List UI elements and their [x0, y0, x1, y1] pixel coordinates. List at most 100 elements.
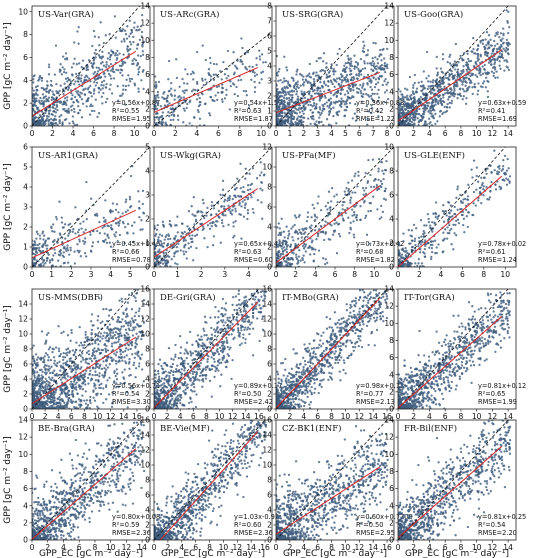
data-point: [419, 265, 422, 267]
data-point: [242, 185, 245, 189]
data-point: [292, 90, 296, 93]
data-point: [58, 254, 62, 257]
data-point: [284, 79, 288, 83]
data-point: [295, 70, 298, 73]
data-point: [221, 100, 224, 103]
data-point: [319, 113, 322, 117]
data-point: [312, 118, 315, 121]
data-point: [35, 89, 38, 92]
data-point: [61, 254, 64, 257]
data-point: [110, 228, 113, 231]
data-point: [165, 99, 168, 103]
data-point: [60, 331, 63, 335]
data-point: [448, 55, 451, 58]
data-point: [205, 214, 208, 217]
data-point: [103, 331, 106, 334]
data-point: [495, 32, 498, 35]
data-point: [93, 109, 96, 113]
data-point: [194, 88, 197, 92]
data-point: [92, 230, 95, 233]
data-point: [89, 249, 93, 252]
data-point: [212, 221, 215, 224]
data-point: [369, 94, 373, 98]
data-point: [46, 84, 49, 87]
data-point: [105, 241, 109, 245]
data-point: [328, 89, 331, 92]
data-point: [410, 93, 413, 97]
data-point: [105, 364, 108, 367]
data-point: [175, 76, 179, 80]
data-point: [127, 84, 130, 87]
data-point: [84, 383, 87, 386]
data-point: [57, 259, 60, 262]
data-point: [259, 161, 262, 164]
data-point: [296, 121, 299, 125]
data-point: [63, 118, 66, 122]
data-point: [370, 80, 373, 83]
data-point: [364, 216, 367, 220]
x-tick-label: 0: [152, 270, 157, 279]
data-point: [114, 235, 117, 238]
data-point: [493, 39, 496, 43]
data-point: [482, 176, 486, 179]
data-point: [97, 315, 100, 318]
data-point: [140, 30, 144, 34]
data-point: [237, 180, 240, 183]
data-point: [291, 122, 295, 126]
data-point: [79, 222, 82, 225]
data-point: [370, 111, 373, 115]
data-point: [398, 116, 400, 119]
data-point: [93, 399, 97, 402]
data-point: [343, 70, 347, 74]
data-point: [54, 44, 58, 47]
data-point: [36, 361, 39, 365]
data-point: [78, 109, 82, 112]
data-point: [335, 94, 339, 97]
x-tick-label: 4: [246, 270, 251, 279]
stat-text: R²=0.63: [234, 107, 261, 115]
data-point: [37, 79, 40, 82]
data-point: [113, 370, 116, 373]
data-point: [281, 249, 285, 253]
data-point: [131, 59, 134, 62]
data-point: [493, 61, 497, 64]
data-point: [277, 93, 280, 96]
x-tick-label: 2: [69, 270, 74, 279]
data-point: [490, 52, 493, 55]
data-point: [507, 53, 510, 56]
data-point: [359, 205, 362, 208]
data-point: [253, 90, 257, 94]
data-point: [368, 95, 371, 98]
data-point: [79, 80, 83, 83]
data-point: [349, 199, 352, 202]
data-point: [41, 232, 44, 235]
data-point: [239, 213, 243, 216]
data-point: [483, 63, 486, 67]
data-point: [35, 230, 39, 233]
data-point: [473, 82, 476, 86]
data-point: [506, 157, 509, 161]
data-point: [415, 112, 418, 115]
data-point: [227, 208, 230, 212]
subplot-3: 0 1 2 3 4 5 6 7 8012345678US-SRG(GRA)y=0.36x+0.8…: [267, 2, 404, 138]
data-point: [487, 198, 491, 201]
data-point: [297, 86, 300, 89]
data-point: [468, 68, 471, 71]
data-point: [53, 93, 56, 97]
data-point: [89, 91, 92, 95]
x-tick-label: 8: [459, 129, 464, 138]
data-point: [133, 84, 137, 87]
data-point: [453, 95, 456, 98]
data-point: [403, 100, 406, 103]
x-tick-label: 5: [128, 270, 133, 279]
data-point: [166, 254, 169, 257]
data-point: [302, 75, 305, 78]
data-point: [195, 50, 199, 54]
data-point: [114, 36, 117, 39]
data-point: [291, 236, 294, 239]
data-point: [90, 197, 93, 200]
data-point: [109, 69, 113, 72]
data-point: [104, 219, 107, 222]
data-point: [138, 66, 141, 69]
data-point: [477, 199, 480, 202]
